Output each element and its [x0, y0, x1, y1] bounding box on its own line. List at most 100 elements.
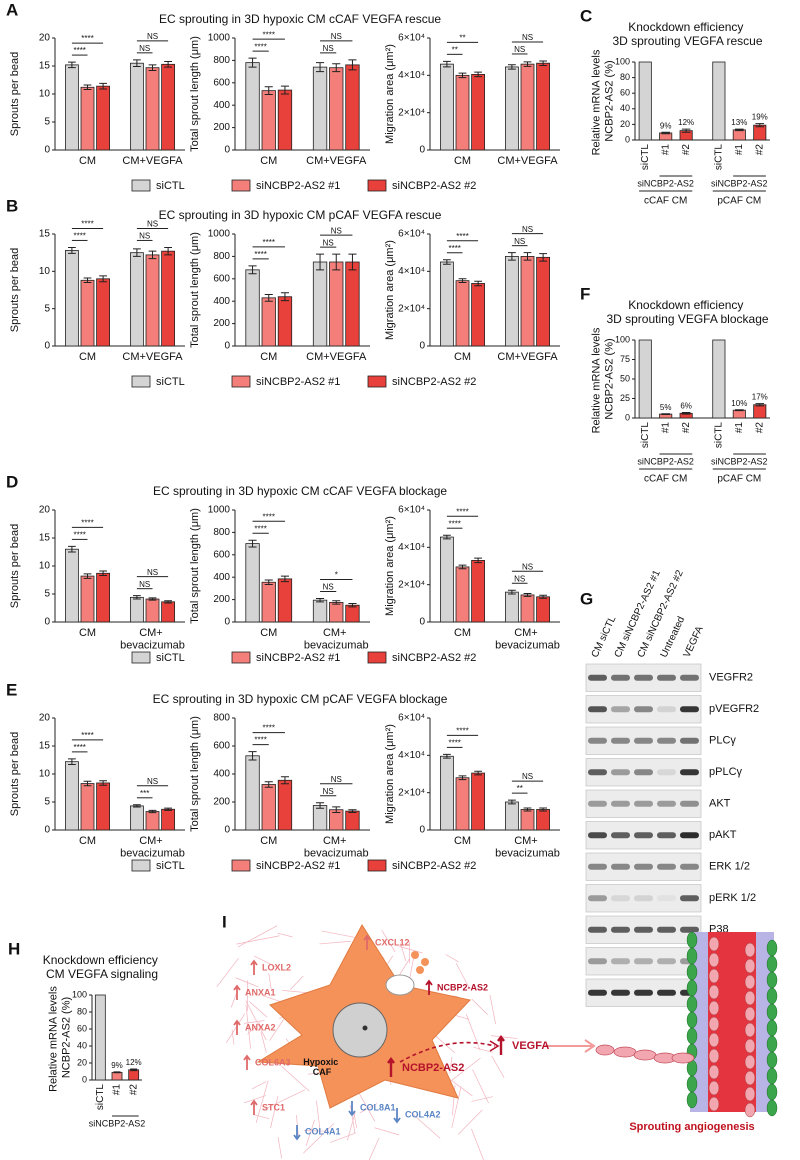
blot-band	[657, 706, 676, 713]
blot-band	[657, 895, 676, 902]
blot-band	[634, 863, 653, 870]
bar	[312, 599, 328, 623]
cell-label: Hypoxic CAF	[303, 1057, 341, 1077]
x-tick-label: CM+ bevacizumab	[120, 835, 185, 860]
error-bar	[164, 807, 172, 811]
panel-letter: G	[580, 589, 593, 608]
bar	[439, 261, 454, 347]
error-bar	[508, 799, 516, 805]
significance-label: ****	[456, 232, 468, 241]
y-axis-label: Relative mRNA levels NCBP2-AS2 (%)	[591, 325, 616, 434]
row-label: ERK 1/2	[709, 861, 750, 873]
error-bar	[280, 776, 289, 785]
significance-label: NS	[331, 32, 342, 41]
significance-label: NS	[522, 33, 533, 42]
y-tick-label: 1000	[208, 33, 231, 44]
significance-label: ****	[81, 519, 93, 528]
fiber	[329, 1132, 356, 1143]
group-sublabel: siNCBP2-AS2	[711, 456, 768, 466]
blot-band	[588, 958, 607, 965]
error-bar	[248, 751, 257, 761]
x-tick-label: CM+VEGFA	[497, 351, 558, 363]
blot-band	[634, 989, 653, 996]
significance-label: ****	[73, 743, 85, 752]
panel-letter: C	[580, 6, 592, 25]
legend-swatch	[131, 859, 151, 872]
gene-label: COL6A3	[255, 1057, 291, 1067]
x-tick-label: CM+ bevacizumab	[304, 835, 369, 860]
blot-band	[588, 989, 607, 996]
bar	[80, 86, 95, 151]
x-tick-label: CM	[79, 627, 96, 639]
x-tick-label: CM+VEGFA	[306, 351, 367, 363]
bar	[732, 129, 746, 141]
fiber	[473, 1046, 493, 1053]
x-tick-label: CM+VEGFA	[122, 155, 183, 167]
error-bar	[474, 280, 482, 287]
bar	[245, 269, 260, 347]
significance-label: ****	[448, 244, 460, 253]
group-sublabel: siNCBP2-AS2	[89, 1118, 146, 1128]
error-bar	[248, 57, 257, 68]
bar	[65, 761, 79, 831]
y-axis-label: Migration area (μm²)	[384, 240, 396, 340]
legend-swatch	[231, 179, 251, 192]
pericyte	[766, 971, 778, 989]
significance-label: **	[459, 33, 465, 42]
x-tick-label: CM	[260, 835, 277, 847]
fiber	[265, 1089, 306, 1110]
significance-label: ****	[263, 30, 275, 39]
fiber	[449, 1057, 453, 1074]
pericyte	[686, 931, 698, 949]
x-tick-label: #1	[734, 144, 745, 156]
error-bar	[83, 277, 92, 284]
row-label: pERK 1/2	[709, 892, 756, 904]
error-bar	[130, 1068, 138, 1072]
y-tick-label: 100	[615, 334, 630, 344]
fiber	[471, 1128, 484, 1160]
chart-title: EC sprouting in 3D hypoxic CM pCAF VEGFA…	[153, 692, 448, 706]
error-bar	[316, 253, 325, 271]
blot-band	[680, 706, 699, 713]
endothelial-cell	[744, 1038, 756, 1054]
blot-band	[634, 958, 653, 965]
endothelial-cell	[744, 1022, 756, 1038]
error-bar	[332, 806, 341, 813]
bar	[329, 261, 344, 347]
pericyte	[686, 1011, 698, 1029]
bar	[261, 581, 276, 623]
endothelial-cell	[744, 1086, 756, 1102]
gene-label: COL4A2	[405, 1109, 441, 1119]
bar	[128, 1069, 140, 1081]
arrow-head	[489, 1040, 500, 1052]
blot-band	[611, 674, 630, 681]
bar	[80, 783, 95, 831]
chart-title: EC sprouting in 3D hypoxic CM cCAF VEGFA…	[153, 484, 447, 498]
blot-band	[680, 737, 699, 744]
bar	[520, 255, 535, 347]
fiber	[236, 935, 280, 945]
regulation-arrow	[233, 1019, 241, 1035]
blot-band	[657, 769, 676, 776]
significance-label: NS	[323, 44, 334, 53]
blot-band	[611, 832, 630, 839]
legend-label: siNCBP2-AS2 #1	[256, 652, 340, 664]
endothelial-cell	[708, 952, 720, 968]
error-bar	[443, 259, 451, 265]
blot-band	[611, 706, 630, 713]
bar	[312, 261, 328, 347]
fiber	[237, 925, 278, 948]
y-tick-label: 20	[39, 33, 51, 44]
error-bar	[348, 603, 357, 608]
y-tick-label: 15	[39, 61, 51, 72]
error-bar	[661, 413, 670, 415]
y-tick-label: 5	[44, 589, 50, 600]
error-bar	[458, 278, 467, 284]
endothelial-cell	[708, 1096, 720, 1112]
legend-swatch	[367, 859, 387, 872]
endothelial-cell	[708, 1032, 720, 1048]
error-bar	[133, 595, 141, 600]
fiber	[303, 1123, 335, 1154]
bar	[329, 602, 344, 623]
tip-cell	[633, 1049, 657, 1061]
